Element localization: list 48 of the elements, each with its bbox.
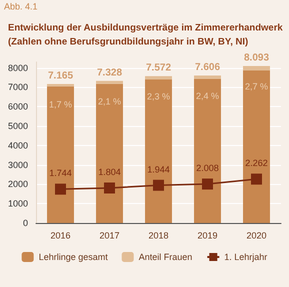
y-tick-label: 5000 xyxy=(8,121,28,132)
total-label: 7.572 xyxy=(146,62,172,74)
x-tick-label: 2018 xyxy=(148,230,169,240)
y-tick-label: 1000 xyxy=(8,198,28,209)
point xyxy=(153,180,164,191)
x-tick-label: 2019 xyxy=(197,230,218,240)
annotation: 2,3 % xyxy=(146,92,170,102)
bar xyxy=(145,79,172,223)
bar xyxy=(47,86,74,223)
data-label: 1.744 xyxy=(49,168,72,178)
x-tick-label: 2020 xyxy=(246,230,267,240)
legend-label: Lehrlinge gesamt xyxy=(38,252,108,262)
point xyxy=(104,182,115,194)
chart-title: Entwicklung der Ausbildungsverträge im Zimmererhandwerk (Zahlen ohne Berufsgrundbildungsjahr in BW, BY, NI) xyxy=(8,22,284,48)
bar xyxy=(194,79,221,223)
y-tick-label: 0 xyxy=(22,218,28,228)
caption: Abb. 4.1 xyxy=(4,2,38,12)
annotation: 2,1 % xyxy=(98,96,122,106)
bar xyxy=(145,76,172,80)
y-tick-label: 8000 xyxy=(8,62,28,73)
bar xyxy=(243,66,270,70)
data-label: 1.944 xyxy=(147,164,170,174)
point xyxy=(251,174,262,185)
annotation: 1,7 % xyxy=(48,100,72,110)
y-tick-label: 2000 xyxy=(8,179,28,190)
total-label: 7.328 xyxy=(96,67,122,78)
legend-label: 1. Lehrjahr xyxy=(224,252,268,262)
bar xyxy=(96,80,123,84)
y-tick-label: 4000 xyxy=(8,140,28,150)
data-label: 2.008 xyxy=(196,163,219,174)
total-label: 7.165 xyxy=(48,70,74,82)
point xyxy=(202,178,213,190)
annotation: 2,4 % xyxy=(196,90,220,101)
data-label: 2.262 xyxy=(245,158,268,168)
bar xyxy=(96,84,123,223)
x-tick-label: 2016 xyxy=(50,230,71,240)
legend-label: Anteil Frauen xyxy=(138,252,192,262)
point xyxy=(55,184,66,195)
y-tick-label: 7000 xyxy=(8,82,28,92)
data-label: 1.804 xyxy=(98,167,121,178)
total-label: 7.606 xyxy=(194,62,220,73)
bar xyxy=(243,70,270,223)
x-tick-label: 2017 xyxy=(99,230,120,240)
y-tick-label: 3000 xyxy=(8,160,28,170)
y-tick-label: 6000 xyxy=(8,102,28,112)
total-label: 8.093 xyxy=(244,52,270,64)
annotation: 2,7 % xyxy=(244,82,268,92)
bar xyxy=(194,75,221,80)
